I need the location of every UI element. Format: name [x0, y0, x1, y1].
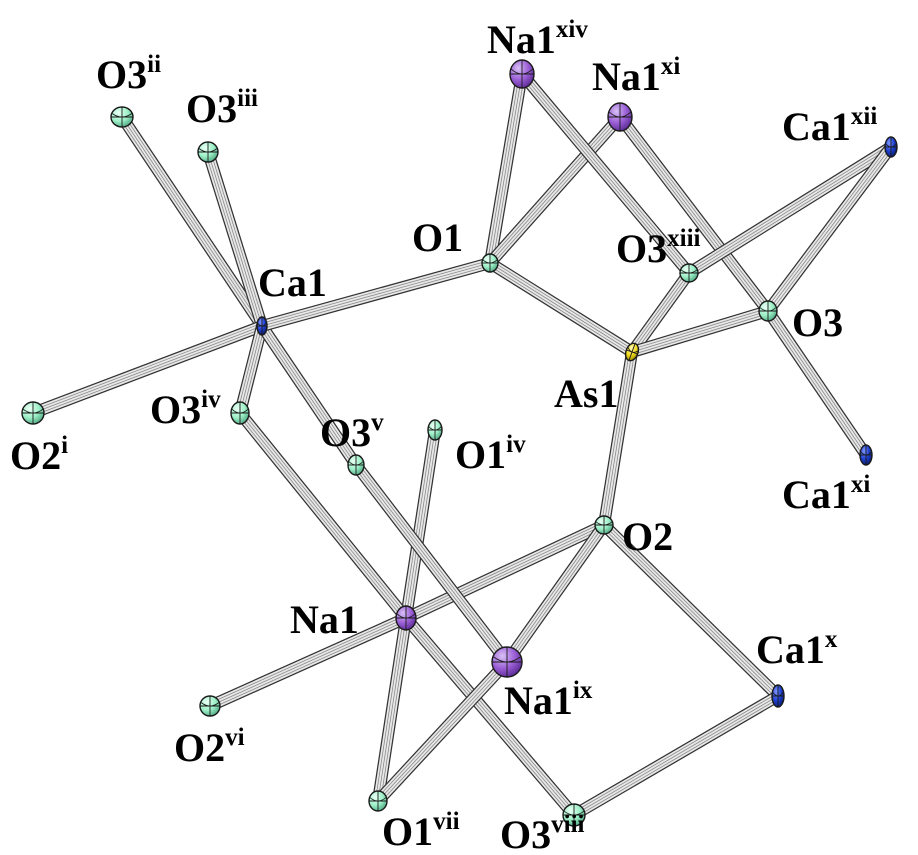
atom-O1iv [428, 420, 442, 440]
label-O1vii-superscript: vii [433, 808, 459, 835]
label-O2vi: O2vi [174, 724, 245, 770]
label-O2i-superscript: i [61, 432, 68, 459]
label-O3: O3 [792, 300, 843, 345]
label-O3xiii-superscript: xiii [667, 225, 700, 252]
label-O3-text: O3 [792, 300, 843, 345]
label-Ca1x-superscript: x [825, 626, 838, 653]
label-O3v: O3v [320, 409, 384, 455]
bond-Ca1-O3ii [120, 116, 264, 328]
atom-Na1xi [608, 103, 632, 131]
label-O2i: O2i [10, 432, 68, 478]
label-Ca1x-text: Ca1 [756, 627, 825, 672]
label-As1-text: As1 [554, 371, 618, 416]
label-Na1xi-text: Na1 [592, 54, 661, 99]
bond-O3viii-Ca1x [573, 694, 780, 817]
atom-O1 [482, 254, 498, 272]
label-Na1-text: Na1 [290, 597, 359, 642]
bond-Ca1-O2i [32, 324, 263, 416]
label-Ca1xii-superscript: xii [851, 103, 877, 130]
atom-O3 [759, 301, 777, 321]
label-O3xiii-text: O3 [616, 226, 667, 271]
atom-Ca1xi [860, 445, 872, 465]
label-Na1xiv: Na1xiv [487, 16, 588, 62]
atom-Ca1 [257, 317, 267, 335]
atom-Ca1x [772, 685, 784, 707]
atom-Ca1xii [885, 137, 897, 157]
label-Ca1: Ca1 [258, 260, 327, 305]
label-O3iii: O3iii [186, 85, 258, 131]
label-O2-text: O2 [622, 514, 673, 559]
label-O3ii-superscript: ii [147, 51, 161, 78]
label-Na1ix-text: Na1 [504, 678, 573, 723]
label-O3iii-text: O3 [186, 86, 237, 131]
label-Ca1x: Ca1x [756, 626, 838, 672]
bond-Ca1xii-O3 [766, 145, 893, 312]
label-O3viii: O3viii [500, 811, 585, 855]
label-O2vi-superscript: vi [225, 724, 245, 751]
atom-Na1ix [492, 647, 522, 677]
label-O2: O2 [622, 514, 673, 559]
label-Na1ix-superscript: ix [573, 677, 593, 704]
atom-O3ii [111, 107, 133, 127]
atom-Na1xiv [510, 60, 534, 88]
label-As1: As1 [554, 371, 618, 416]
atom-O3xiii [680, 264, 698, 282]
bond-Ca1-O3iii [206, 151, 265, 327]
label-O3iv: O3iv [150, 386, 221, 432]
label-Na1ix: Na1ix [504, 677, 593, 723]
label-O2i-text: O2 [10, 433, 61, 478]
bond-Ca1xii-O3xiii [688, 145, 893, 275]
label-O3viii-text: O3 [500, 812, 551, 855]
atom-O3iii [198, 142, 218, 162]
atom-O2vi [200, 696, 220, 716]
atom-O3v [348, 455, 364, 475]
label-Ca1-text: Ca1 [258, 260, 327, 305]
label-O1: O1 [412, 215, 463, 260]
label-O3ii: O3ii [96, 51, 161, 97]
label-O1iv: O1iv [455, 431, 526, 477]
atom-O2 [595, 516, 613, 534]
label-O3viii-superscript: viii [551, 811, 584, 838]
label-Ca1xii-text: Ca1 [782, 104, 851, 149]
label-Na1xi-superscript: xi [661, 53, 681, 80]
label-O1vii: O1vii [382, 808, 460, 854]
label-O3v-text: O3 [320, 410, 371, 455]
label-Na1xiv-text: Na1 [487, 17, 556, 62]
label-O1vii-text: O1 [382, 809, 433, 854]
atom-O1vii [369, 791, 387, 811]
label-Ca1xi-text: Ca1 [782, 472, 851, 517]
label-O3iii-superscript: iii [237, 85, 258, 112]
label-O1iv-text: O1 [455, 432, 506, 477]
label-O1iv-superscript: iv [506, 431, 526, 458]
label-Na1xi: Na1xi [592, 53, 680, 99]
label-O3iv-superscript: iv [201, 386, 221, 413]
atom-O2i [22, 402, 44, 424]
label-O3iv-text: O3 [150, 387, 201, 432]
label-O2vi-text: O2 [174, 725, 225, 770]
label-Ca1xi-superscript: xi [851, 471, 871, 498]
label-O1-text: O1 [412, 215, 463, 260]
bond-O1-As1 [489, 261, 634, 354]
label-Ca1xii: Ca1xii [782, 103, 877, 149]
label-Na1: Na1 [290, 597, 359, 642]
label-Ca1xi: Ca1xi [782, 471, 870, 517]
label-O3v-superscript: v [371, 409, 384, 436]
label-Na1xiv-superscript: xiv [556, 16, 588, 43]
atom-O3iv [231, 402, 249, 424]
label-O3ii-text: O3 [96, 52, 147, 97]
atom-Na1 [396, 606, 416, 630]
